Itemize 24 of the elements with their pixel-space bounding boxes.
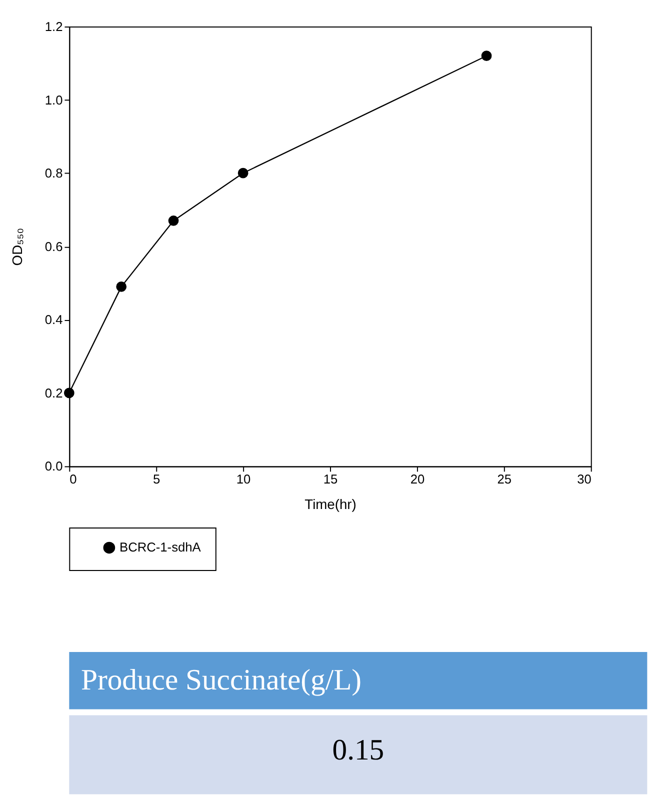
text: Produce Succinate(g/L) bbox=[81, 664, 362, 697]
point bbox=[116, 282, 127, 292]
point bbox=[481, 50, 492, 62]
point bbox=[168, 216, 179, 226]
x-tick-label: 5 bbox=[153, 472, 160, 487]
y-tick-label: 0.8 bbox=[44, 166, 63, 181]
x-tick-label: 0 bbox=[70, 472, 77, 487]
x-tick-label: 10 bbox=[236, 472, 251, 487]
y-tick-label: 0.6 bbox=[44, 238, 63, 254]
x-tick-label: 15 bbox=[323, 472, 338, 487]
x-tick-label: 25 bbox=[497, 472, 512, 487]
x-tick-label: 30 bbox=[577, 472, 592, 487]
y-axis-title: OD₅₅₀ bbox=[9, 228, 26, 266]
point bbox=[64, 388, 74, 398]
y-tick-label: 1.0 bbox=[44, 92, 63, 108]
x-axis-title: Time(hr) bbox=[304, 496, 356, 512]
legend-label: BCRC-1-sdhA bbox=[120, 540, 202, 555]
text: 0.15 bbox=[332, 734, 384, 767]
x-tick-label: 20 bbox=[410, 472, 425, 487]
y-tick-label: 0.4 bbox=[44, 312, 63, 328]
point bbox=[238, 168, 248, 178]
y-tick-label: 0.2 bbox=[44, 385, 63, 400]
y-tick-label: 1.2 bbox=[44, 18, 63, 34]
y-tick-label: 0.0 bbox=[44, 458, 63, 474]
